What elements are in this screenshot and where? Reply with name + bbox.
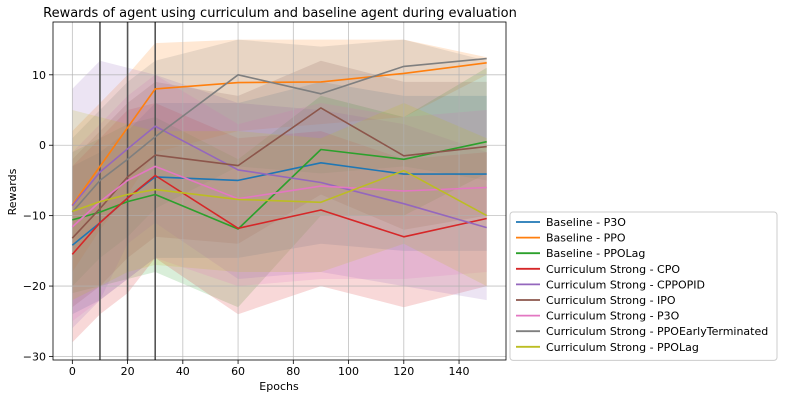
line-series-8 <box>72 169 488 217</box>
y-tick-label: −20 <box>23 280 46 293</box>
x-tick-label: 80 <box>286 365 300 378</box>
legend-entry: Curriculum Strong - PPOLag <box>546 341 699 354</box>
band-series-7 <box>72 39 487 287</box>
chart-title: Rewards of agent using curriculum and ba… <box>43 6 517 21</box>
y-tick-label: −30 <box>23 350 46 363</box>
series-lines <box>71 57 488 255</box>
legend-entry: Curriculum Strong - CPPOPID <box>546 278 705 291</box>
line-series-6 <box>71 165 487 228</box>
legend-entry: Baseline - PPOLag <box>546 247 645 260</box>
x-tick-label: 0 <box>69 365 76 378</box>
line-series-7 <box>71 57 487 213</box>
legend-entry: Curriculum Strong - IPO <box>546 294 676 307</box>
y-axis-label: Rewards <box>6 168 19 215</box>
legend: Baseline - P3O Baseline - PPO Baseline - P… <box>509 211 778 361</box>
y-tick-label: −10 <box>23 210 46 223</box>
legend-entry: Curriculum Strong - CPO <box>546 263 680 276</box>
y-axis: −30 −20 −10 0 10 <box>23 69 53 363</box>
line-series-3 <box>71 174 487 255</box>
band-series-5 <box>72 60 487 308</box>
band-series-0 <box>72 81 487 315</box>
legend-entry: Baseline - PPO <box>546 232 626 245</box>
line-series-1 <box>71 62 487 206</box>
line-series-5 <box>71 107 487 239</box>
x-tick-label: 100 <box>338 365 359 378</box>
x-axis: 0 20 40 60 80 100 120 140 <box>69 360 470 378</box>
x-tick-label: 140 <box>449 365 470 378</box>
legend-entry: Curriculum Strong - P3O <box>546 310 680 323</box>
x-tick-label: 40 <box>176 365 190 378</box>
line-series-4 <box>71 125 487 229</box>
y-tick-label: 10 <box>32 69 46 82</box>
legend-entry: Baseline - P3O <box>546 216 626 229</box>
legend-box <box>509 211 778 361</box>
vertical-markers <box>99 22 157 360</box>
line-series-2 <box>72 140 487 230</box>
band-series-1 <box>72 39 487 272</box>
y-tick-label: 0 <box>39 139 46 152</box>
x-tick-label: 120 <box>393 365 414 378</box>
band-series-4 <box>72 60 487 329</box>
plot-frame <box>52 21 507 361</box>
band-series-3 <box>72 103 487 343</box>
x-axis-label: Epochs <box>259 380 299 393</box>
legend-entry: Curriculum Strong - PPOEarlyTerminated <box>546 325 768 338</box>
plot-frame-background <box>53 22 506 360</box>
plot-area <box>52 21 507 361</box>
x-tick-label: 60 <box>231 365 245 378</box>
x-tick-label: 20 <box>121 365 135 378</box>
band-series-2 <box>72 67 487 308</box>
